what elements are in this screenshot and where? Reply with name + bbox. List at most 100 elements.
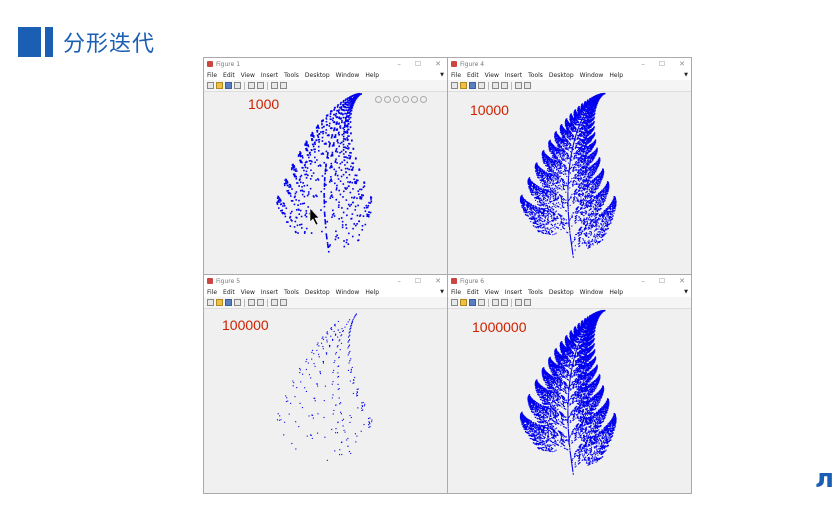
zoom-in-icon[interactable]: [402, 96, 409, 103]
insert-colorbar-icon[interactable]: [492, 299, 499, 306]
edit-plot-icon[interactable]: [515, 82, 522, 89]
matlab-figure-icon: [207, 278, 213, 284]
menu-item[interactable]: Tools: [284, 289, 299, 296]
figure-plot-area[interactable]: 100000: [204, 309, 447, 493]
edit-plot-icon[interactable]: [515, 299, 522, 306]
open-file-icon[interactable]: [460, 299, 467, 306]
menu-item[interactable]: Insert: [261, 289, 278, 296]
menu-item[interactable]: File: [207, 289, 217, 296]
insert-colorbar-icon[interactable]: [492, 82, 499, 89]
insert-colorbar-icon[interactable]: [248, 82, 255, 89]
menu-item[interactable]: File: [207, 72, 217, 79]
datatip-icon[interactable]: [384, 96, 391, 103]
maximize-icon[interactable]: ☐: [415, 277, 421, 285]
menu-item[interactable]: Tools: [284, 72, 299, 79]
menu-item[interactable]: Help: [365, 72, 379, 79]
menu-item[interactable]: Window: [336, 72, 360, 79]
print-icon[interactable]: [234, 299, 241, 306]
menu-item[interactable]: Window: [336, 289, 360, 296]
save-icon[interactable]: [225, 299, 232, 306]
menu-item[interactable]: Tools: [528, 72, 543, 79]
new-figure-icon[interactable]: [451, 299, 458, 306]
menu-item[interactable]: Insert: [261, 72, 278, 79]
figure-menubar: File Edit View Insert Tools Desktop Window Help…: [204, 70, 447, 80]
menu-item[interactable]: Tools: [528, 289, 543, 296]
menu-item[interactable]: Help: [609, 289, 623, 296]
menu-item[interactable]: Edit: [467, 72, 479, 79]
figure-plot-area[interactable]: 1000: [204, 92, 447, 274]
property-inspector-icon[interactable]: [280, 82, 287, 89]
menu-item[interactable]: Insert: [505, 72, 522, 79]
menu-item[interactable]: Desktop: [305, 289, 330, 296]
menu-item[interactable]: View: [485, 72, 499, 79]
print-icon[interactable]: [478, 82, 485, 89]
menu-item[interactable]: File: [451, 289, 461, 296]
close-icon[interactable]: ✕: [679, 277, 685, 285]
close-icon[interactable]: ✕: [435, 277, 441, 285]
minimize-icon[interactable]: –: [641, 60, 645, 68]
menu-item[interactable]: Help: [609, 72, 623, 79]
menu-item[interactable]: Desktop: [549, 72, 574, 79]
menu-item[interactable]: Edit: [467, 289, 479, 296]
new-figure-icon[interactable]: [207, 82, 214, 89]
menu-item[interactable]: Help: [365, 289, 379, 296]
property-inspector-icon[interactable]: [524, 299, 531, 306]
figure-titlebar[interactable]: Figure 1 – ☐ ✕: [204, 58, 447, 70]
figure-window-4[interactable]: Figure 4 – ☐ ✕ File Edit View Insert Tools De…: [447, 57, 692, 275]
menu-item[interactable]: Window: [580, 72, 604, 79]
figure-titlebar[interactable]: Figure 6 – ☐ ✕: [448, 275, 691, 287]
property-inspector-icon[interactable]: [524, 82, 531, 89]
open-file-icon[interactable]: [216, 82, 223, 89]
edit-plot-icon[interactable]: [271, 82, 278, 89]
menubar-overflow-icon[interactable]: ▼: [684, 289, 688, 295]
maximize-icon[interactable]: ☐: [659, 60, 665, 68]
edit-plot-icon[interactable]: [271, 299, 278, 306]
menu-item[interactable]: View: [485, 289, 499, 296]
save-icon[interactable]: [225, 82, 232, 89]
menubar-overflow-icon[interactable]: ▼: [440, 72, 444, 78]
new-figure-icon[interactable]: [451, 82, 458, 89]
insert-colorbar-icon[interactable]: [248, 299, 255, 306]
figure-window-6[interactable]: Figure 6 – ☐ ✕ File Edit View Insert Tools De…: [447, 274, 692, 494]
menu-item[interactable]: Insert: [505, 289, 522, 296]
close-icon[interactable]: ✕: [679, 60, 685, 68]
minimize-icon[interactable]: –: [397, 277, 401, 285]
figure-titlebar[interactable]: Figure 5 – ☐ ✕: [204, 275, 447, 287]
minimize-icon[interactable]: –: [641, 277, 645, 285]
menubar-overflow-icon[interactable]: ▼: [684, 72, 688, 78]
save-icon[interactable]: [469, 299, 476, 306]
menu-item[interactable]: Edit: [223, 289, 235, 296]
brush-icon[interactable]: [375, 96, 382, 103]
figure-plot-area[interactable]: 10000: [448, 92, 691, 274]
menu-item[interactable]: View: [241, 289, 255, 296]
figure-window-1[interactable]: Figure 1 – ☐ ✕ File Edit View Insert Tools De…: [203, 57, 448, 275]
property-inspector-icon[interactable]: [280, 299, 287, 306]
menu-item[interactable]: File: [451, 72, 461, 79]
figure-window-5[interactable]: Figure 5 – ☐ ✕ File Edit View Insert Tools De…: [203, 274, 448, 494]
insert-legend-icon[interactable]: [501, 82, 508, 89]
zoom-out-icon[interactable]: [411, 96, 418, 103]
menu-item[interactable]: Desktop: [549, 289, 574, 296]
maximize-icon[interactable]: ☐: [659, 277, 665, 285]
print-icon[interactable]: [478, 299, 485, 306]
menu-item[interactable]: View: [241, 72, 255, 79]
print-icon[interactable]: [234, 82, 241, 89]
new-figure-icon[interactable]: [207, 299, 214, 306]
open-file-icon[interactable]: [216, 299, 223, 306]
menu-item[interactable]: Edit: [223, 72, 235, 79]
close-icon[interactable]: ✕: [435, 60, 441, 68]
pan-icon[interactable]: [393, 96, 400, 103]
menu-item[interactable]: Desktop: [305, 72, 330, 79]
home-icon[interactable]: [420, 96, 427, 103]
figure-titlebar[interactable]: Figure 4 – ☐ ✕: [448, 58, 691, 70]
insert-legend-icon[interactable]: [501, 299, 508, 306]
maximize-icon[interactable]: ☐: [415, 60, 421, 68]
open-file-icon[interactable]: [460, 82, 467, 89]
save-icon[interactable]: [469, 82, 476, 89]
menu-item[interactable]: Window: [580, 289, 604, 296]
insert-legend-icon[interactable]: [257, 82, 264, 89]
insert-legend-icon[interactable]: [257, 299, 264, 306]
minimize-icon[interactable]: –: [397, 60, 401, 68]
menubar-overflow-icon[interactable]: ▼: [440, 289, 444, 295]
figure-plot-area[interactable]: 1000000: [448, 309, 691, 493]
